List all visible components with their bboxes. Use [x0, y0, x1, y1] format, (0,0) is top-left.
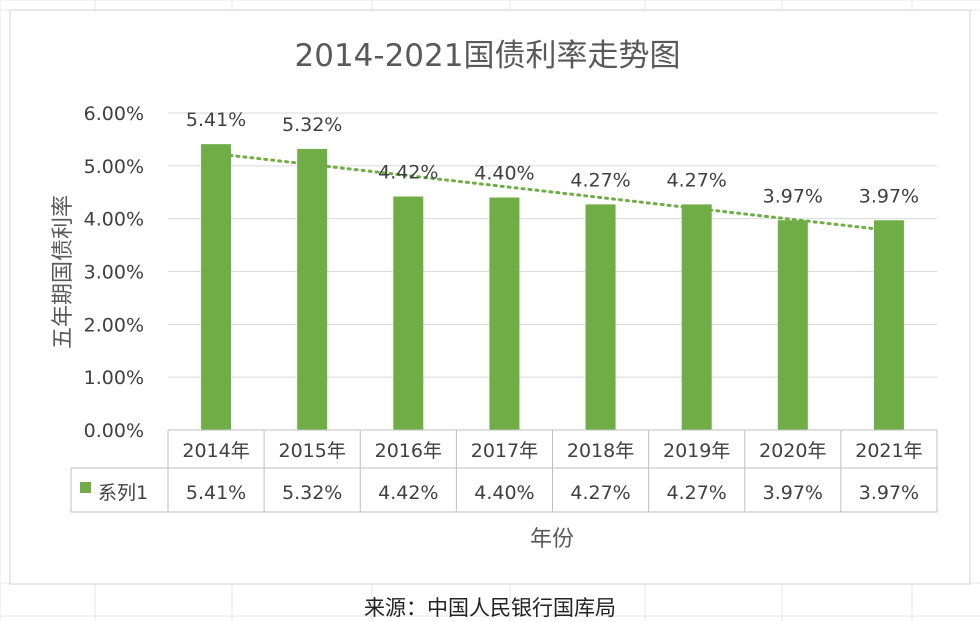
y-axis-title: 五年期国债利率: [51, 195, 76, 349]
data-label: 3.97%: [859, 185, 919, 207]
chart-title: 2014-2021国债利率走势图: [295, 38, 681, 74]
x-tick-label: 2014年: [182, 440, 249, 462]
data-label: 4.40%: [474, 163, 534, 185]
trendline: [214, 152, 891, 232]
data-label: 4.27%: [570, 169, 630, 191]
data-label: 5.41%: [186, 109, 246, 131]
table-value: 4.27%: [570, 482, 630, 504]
bar: [873, 220, 904, 430]
y-tick-label: 4.00%: [84, 209, 144, 231]
x-tick-label: 2015年: [279, 440, 346, 462]
table-value: 3.97%: [859, 482, 919, 504]
y-tick-label: 3.00%: [84, 262, 144, 284]
table-value: 3.97%: [763, 482, 823, 504]
series-name: 系列1: [98, 482, 148, 504]
table-value: 5.32%: [282, 482, 342, 504]
x-tick-label: 2020年: [759, 440, 826, 462]
y-tick-label: 6.00%: [84, 103, 144, 125]
x-tick-label: 2019年: [663, 440, 730, 462]
table-value: 4.27%: [667, 482, 727, 504]
bar: [489, 197, 520, 430]
bar: [297, 148, 328, 430]
table-value: 4.40%: [474, 482, 534, 504]
data-label: 4.42%: [378, 161, 438, 183]
y-tick-label: 5.00%: [84, 156, 144, 178]
y-tick-label: 0.00%: [84, 420, 144, 442]
bar: [393, 196, 424, 430]
source-note: 来源：中国人民银行国库局: [364, 596, 616, 620]
legend-swatch: [80, 482, 91, 493]
y-tick-label: 1.00%: [84, 367, 144, 389]
table-value: 5.41%: [186, 482, 246, 504]
bar: [777, 220, 808, 430]
data-label: 4.27%: [667, 169, 727, 191]
bar: [681, 204, 712, 430]
x-tick-label: 2016年: [375, 440, 442, 462]
x-tick-label: 2021年: [855, 440, 922, 462]
data-label: 5.32%: [282, 114, 342, 136]
bar: [585, 204, 616, 430]
x-tick-label: 2018年: [567, 440, 634, 462]
y-tick-label: 2.00%: [84, 314, 144, 336]
bar: [201, 144, 232, 430]
x-axis-title: 年份: [530, 527, 574, 552]
x-tick-label: 2017年: [471, 440, 538, 462]
table-value: 4.42%: [378, 482, 438, 504]
data-label: 3.97%: [763, 185, 823, 207]
